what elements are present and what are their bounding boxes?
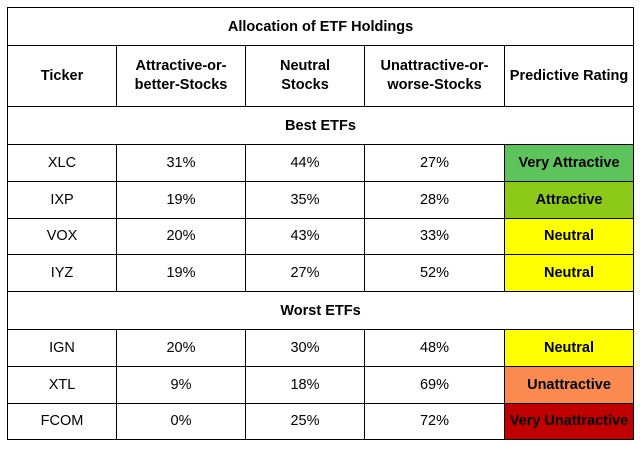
rating-cell: Very Attractive — [503, 144, 635, 182]
attractive-cell: 9% — [116, 365, 246, 404]
rating-cell: Very Unattractive — [503, 402, 635, 441]
neutral-cell: 44% — [245, 144, 365, 182]
header-attractive-line-2: better-Stocks — [134, 77, 228, 93]
header-rating-line-1: Predictive Rating — [509, 67, 629, 84]
attractive-cell: 19% — [116, 254, 246, 292]
ticker-cell: IXP — [7, 180, 117, 219]
attractive-cell: 0% — [116, 402, 246, 441]
table-row: VOX 20% 43% 33% Neutral — [7, 217, 635, 256]
header-ticker-line-1: Ticker — [40, 67, 84, 84]
section-label: Best ETFs — [6, 106, 635, 145]
neutral-cell: 27% — [245, 254, 365, 292]
section-row-worst: Worst ETFs — [6, 291, 635, 330]
ticker-cell: IYZ — [7, 254, 117, 292]
neutral-cell: 43% — [245, 217, 365, 256]
header-attractive: Attractive-or-better-Stocks — [116, 45, 246, 107]
rating-cell: Neutral — [503, 217, 635, 256]
unattractive-cell: 52% — [364, 254, 505, 292]
attractive-cell: 19% — [116, 180, 246, 219]
table-row: XTL 9% 18% 69% Unattractive — [7, 365, 635, 404]
attractive-cell: 20% — [116, 217, 246, 256]
neutral-cell: 18% — [245, 365, 365, 404]
neutral-cell: 25% — [245, 402, 365, 441]
attractive-cell: 20% — [116, 329, 246, 367]
unattractive-cell: 72% — [364, 402, 505, 441]
header-ticker: Ticker — [7, 45, 117, 107]
header-unattractive-line-2: worse-Stocks — [387, 77, 482, 93]
attractive-cell: 31% — [116, 144, 246, 182]
unattractive-cell: 27% — [364, 144, 505, 182]
header-attractive-line-1: Attractive-or- — [135, 58, 227, 74]
ticker-cell: XLC — [7, 144, 117, 182]
table-row: IYZ 19% 27% 52% Neutral — [7, 254, 635, 292]
rating-cell: Neutral — [503, 254, 635, 292]
unattractive-cell: 28% — [364, 180, 505, 219]
rating-cell: Neutral — [503, 329, 635, 367]
etf-allocation-table: Allocation of ETF Holdings Ticker Attrac… — [6, 7, 635, 441]
ticker-cell: IGN — [7, 329, 117, 367]
table-row: IXP 19% 35% 28% Attractive — [7, 180, 635, 219]
section-label: Worst ETFs — [6, 291, 635, 330]
section-row-best: Best ETFs — [6, 106, 635, 145]
ticker-cell: XTL — [7, 365, 117, 404]
header-unattractive-line-1: Unattractive-or- — [380, 58, 489, 74]
header-unattractive: Unattractive-or-worse-Stocks — [364, 45, 505, 107]
header-neutral: Neutral Stocks — [245, 45, 365, 107]
rating-cell: Unattractive — [503, 365, 635, 404]
unattractive-cell: 48% — [364, 329, 505, 367]
unattractive-cell: 33% — [364, 217, 505, 256]
neutral-cell: 35% — [245, 180, 365, 219]
table-row: XLC 31% 44% 27% Very Attractive — [7, 144, 635, 182]
table-title: Allocation of ETF Holdings — [6, 7, 635, 46]
rating-cell: Attractive — [503, 180, 635, 219]
header-neutral-line-1: Neutral — [280, 58, 330, 74]
neutral-cell: 30% — [245, 329, 365, 367]
header-rating: Predictive Rating — [503, 45, 635, 107]
table-row: IGN 20% 30% 48% Neutral — [7, 329, 635, 367]
unattractive-cell: 69% — [364, 365, 505, 404]
header-row: Ticker Attractive-or-better-Stocks Neutr… — [7, 45, 635, 107]
header-neutral-line-2: Stocks — [281, 77, 329, 93]
ticker-cell: VOX — [7, 217, 117, 256]
ticker-cell: FCOM — [7, 402, 117, 441]
title-row: Allocation of ETF Holdings — [6, 7, 635, 46]
table-row: FCOM 0% 25% 72% Very Unattractive — [7, 402, 635, 441]
